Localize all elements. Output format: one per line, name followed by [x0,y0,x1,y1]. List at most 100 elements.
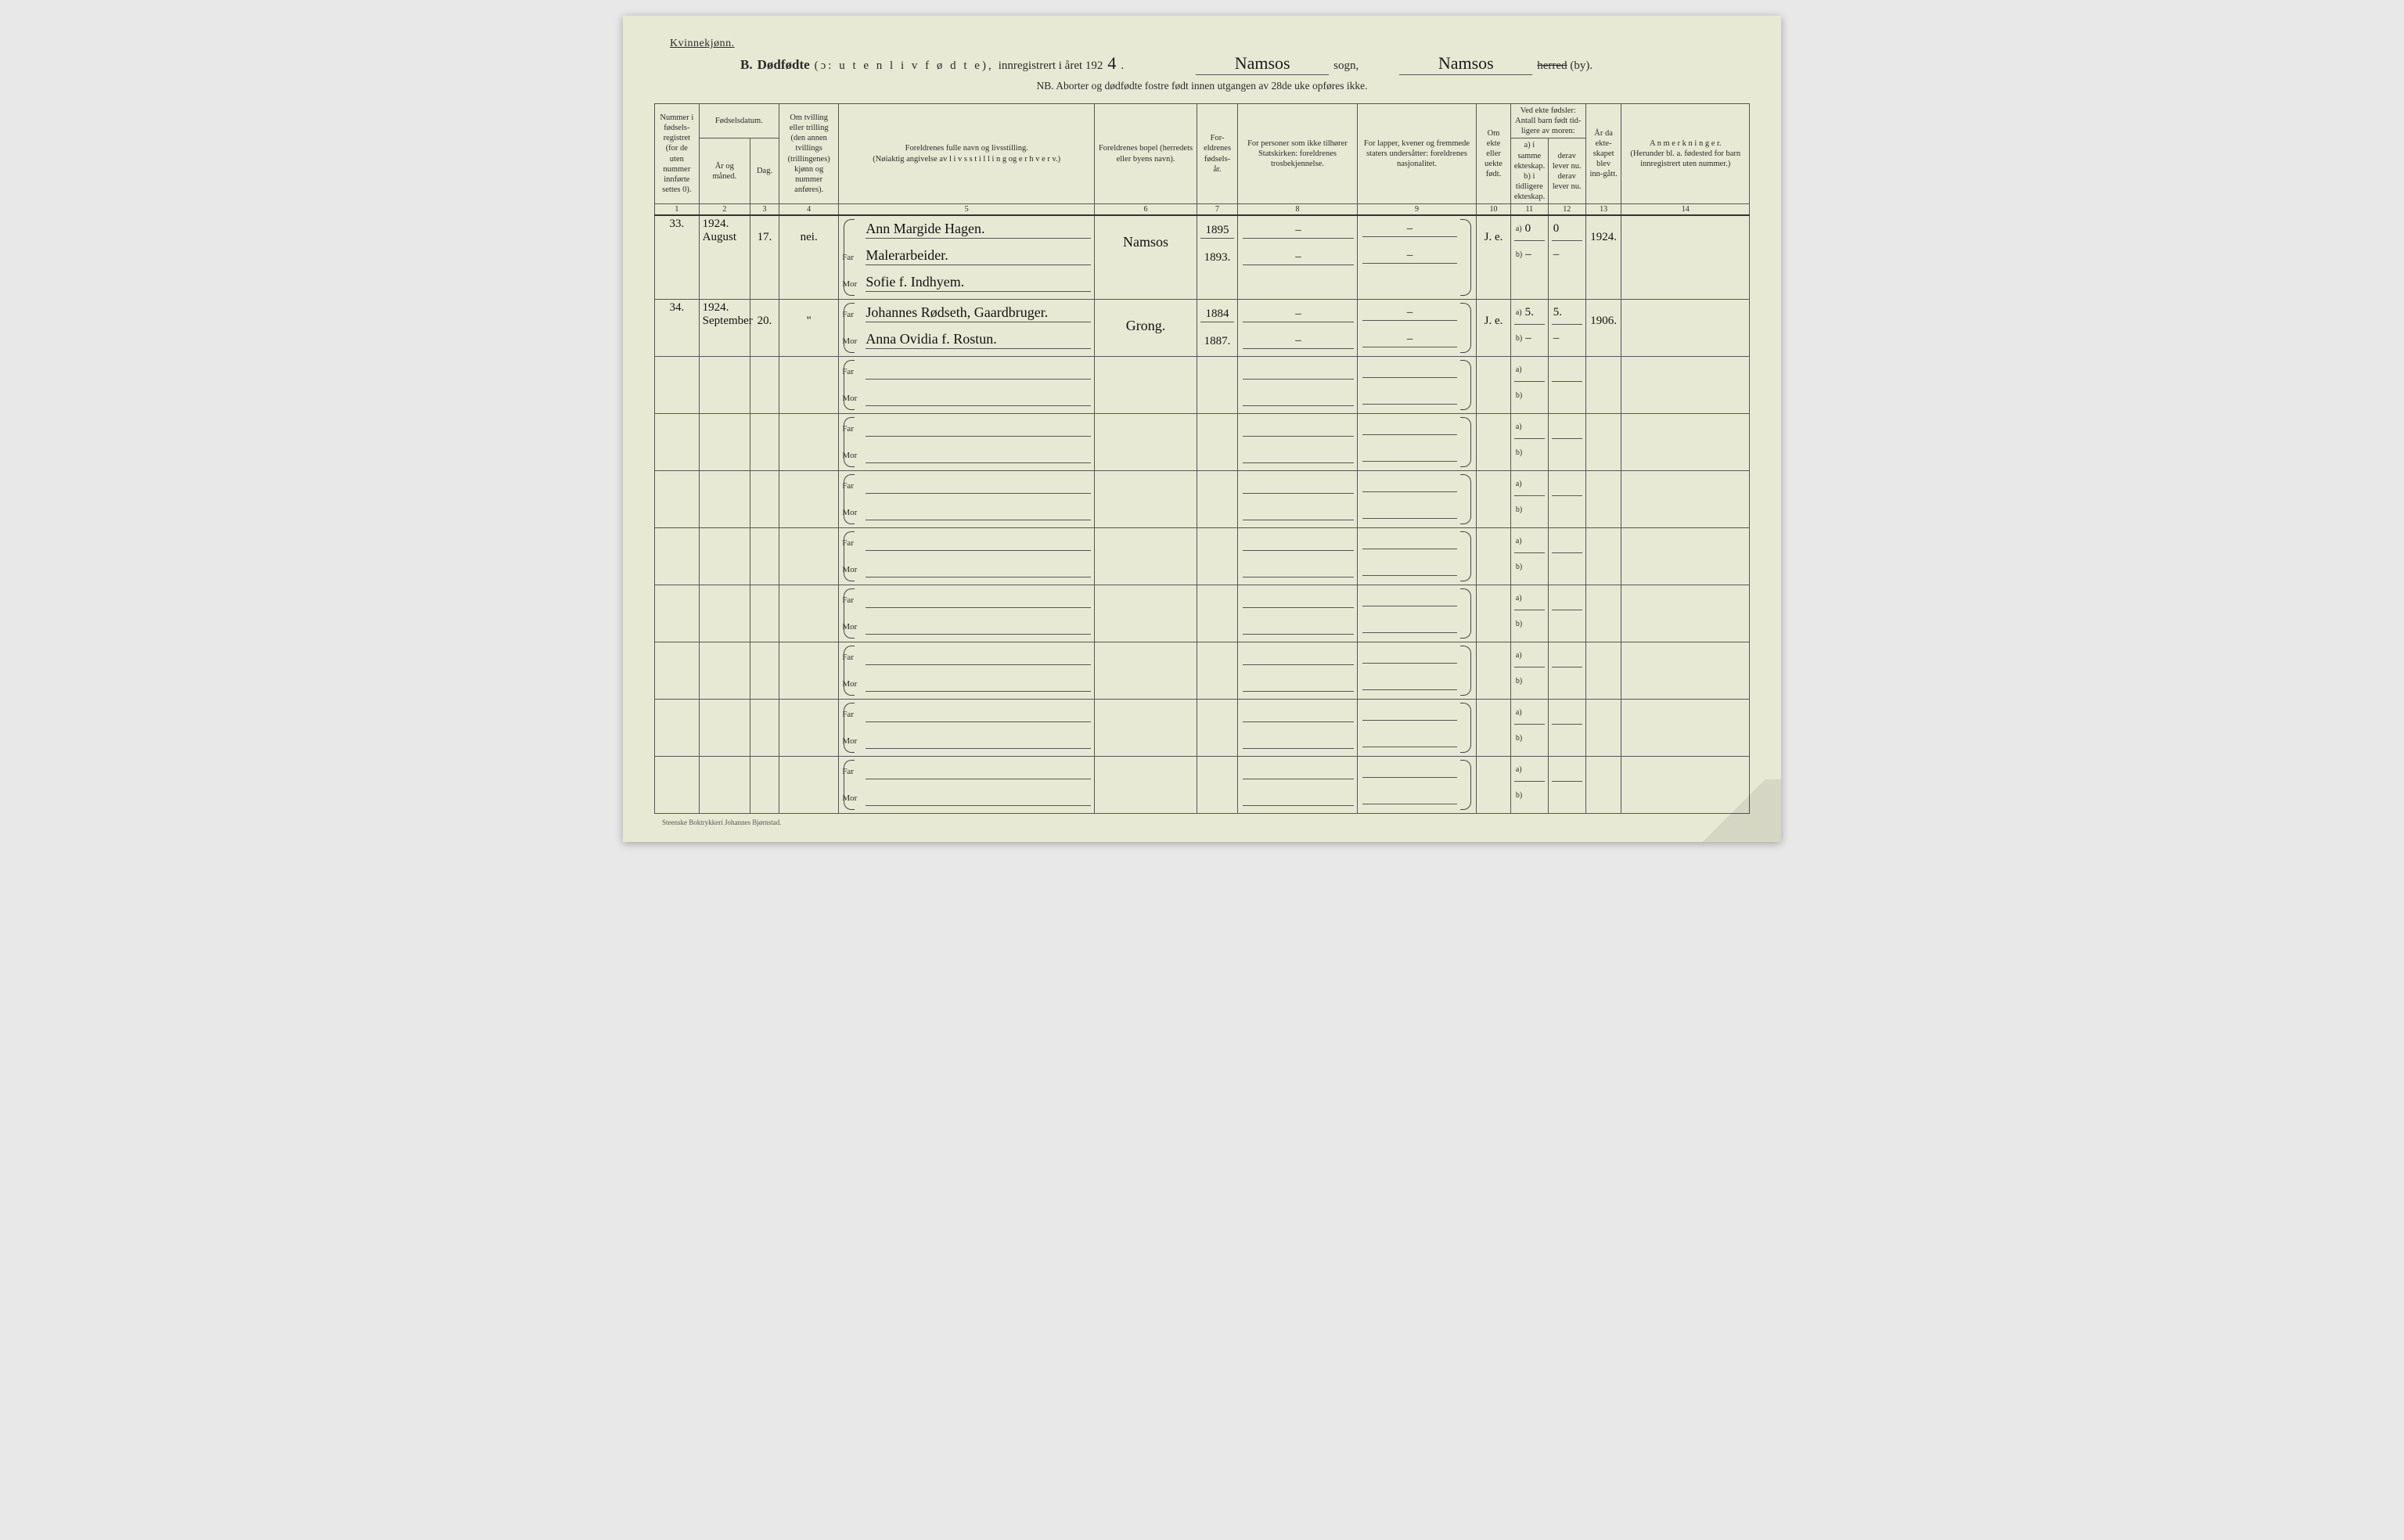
col11-cell: a) b) [1510,642,1548,700]
day-cell [750,471,779,528]
day-cell [750,585,779,642]
parents-cell: Far Mor [839,757,1095,814]
twin-cell [779,585,839,642]
col-12a: derav lever nu.derav lever nu. [1548,139,1585,204]
parents-cell: Far Mor [839,700,1095,757]
table-head: Nummer i fødsels-registret (for de uten … [655,104,1750,216]
month-cell [699,642,750,700]
twin-cell: nei. [779,215,839,300]
birthyear-cell [1197,642,1237,700]
twin-cell [779,757,839,814]
bopel-cell [1095,700,1197,757]
ekte-cell [1477,585,1511,642]
num-cell [655,357,700,414]
month-cell [699,357,750,414]
col-10: Om ekte eller uekte født. [1477,104,1511,204]
col8-cell [1238,528,1358,585]
register-table: Nummer i fødsels-registret (for de uten … [654,103,1750,814]
marr-year-cell [1585,414,1621,471]
col8-cell [1238,585,1358,642]
ekte-cell [1477,471,1511,528]
month-cell: 1924.September [699,300,750,357]
brace-icon [844,417,855,467]
col12-cell [1548,642,1585,700]
month-cell: 1924.August [699,215,750,300]
bopel-cell [1095,414,1197,471]
marr-year-cell [1585,528,1621,585]
birthyear-cell [1197,585,1237,642]
twin-cell [779,471,839,528]
colnum: 6 [1095,204,1197,216]
parents-cell: Far Mor [839,357,1095,414]
col-2a: År og måned. [699,139,750,204]
col-2-top: Fødselsdatum. [699,104,779,139]
colnum: 14 [1621,204,1750,216]
table-row: Far Mor a) b) [655,585,1750,642]
colnum: 1 [655,204,700,216]
col12-cell [1548,700,1585,757]
register-page: Kvinnekjønn. B. Dødfødte (ɔ: u t e n l i… [623,16,1781,842]
ekte-cell: J. e. [1477,215,1511,300]
col9-cell [1357,757,1477,814]
col12-cell [1548,357,1585,414]
month-cell [699,528,750,585]
brace-icon [844,474,855,524]
remarks-cell [1621,471,1750,528]
col8-cell: – – [1238,300,1358,357]
section-letter: B. [740,57,753,73]
col8-cell: – – [1238,215,1358,300]
col11-cell: a) b) [1510,700,1548,757]
colnum: 10 [1477,204,1511,216]
title-reg: innregistrert i året 192 [999,59,1103,73]
colnum: 12 [1548,204,1585,216]
table-row: 34. 1924.September 20. " FarJohannes Rød… [655,300,1750,357]
bopel-cell: Namsos [1095,215,1197,300]
day-cell: 20. [750,300,779,357]
col-11a: a) i samme ekteskap.b) i tidligere ektes… [1510,139,1548,204]
col9-cell [1357,642,1477,700]
day-cell [750,357,779,414]
brace-right-icon [1460,646,1471,696]
colnum: 13 [1585,204,1621,216]
birthyear-cell: 1895 1893. [1197,215,1237,300]
day-cell [750,414,779,471]
col11-cell: a) b) [1510,414,1548,471]
brace-icon [844,588,855,639]
col9-cell [1357,471,1477,528]
twin-cell: " [779,300,839,357]
col12-cell [1548,414,1585,471]
birthyear-cell [1197,700,1237,757]
col8-cell [1238,357,1358,414]
day-cell: 17. [750,215,779,300]
day-cell [750,700,779,757]
col11-cell: a)5. b)– [1510,300,1548,357]
col9-cell [1357,414,1477,471]
parents-cell: Far Mor [839,585,1095,642]
col-7: For-eldrenes fødsels-år. [1197,104,1237,204]
remarks-cell [1621,528,1750,585]
col12-cell [1548,471,1585,528]
col8-cell [1238,642,1358,700]
remarks-cell [1621,757,1750,814]
colnum: 9 [1357,204,1477,216]
parents-cell: Ann Margide Hagen. FarMalerarbeider. Mor… [839,215,1095,300]
twin-cell [779,414,839,471]
ekte-cell [1477,700,1511,757]
col9-cell [1357,357,1477,414]
year-suffix: 4 [1107,53,1116,74]
day-cell [750,642,779,700]
col8-cell [1238,414,1358,471]
col12-cell [1548,585,1585,642]
parents-cell: Far Mor [839,642,1095,700]
col-14: A n m e r k n i n g e r. (Herunder bl. a… [1621,104,1750,204]
ekte-cell [1477,357,1511,414]
column-number-row: 1234567891011121314 [655,204,1750,216]
month-cell [699,471,750,528]
sogn-label: sogn, [1333,59,1359,73]
parents-cell: Far Mor [839,414,1095,471]
remarks-cell [1621,642,1750,700]
col11-cell: a)0 b)– [1510,215,1548,300]
colnum: 8 [1238,204,1358,216]
marr-year-cell [1585,700,1621,757]
bopel-cell [1095,757,1197,814]
